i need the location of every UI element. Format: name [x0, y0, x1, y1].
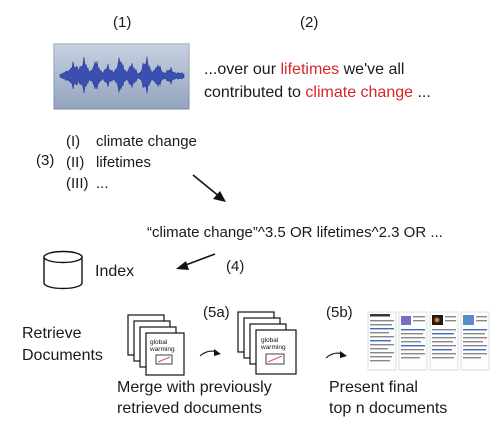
transcript-text: ...over our: [204, 61, 281, 78]
present-label-line2: top n documents: [329, 400, 448, 417]
doc-thumbnail: [429, 311, 459, 371]
transcript-text: contributed to: [204, 84, 306, 101]
keyphrase-item: (I) climate change: [66, 131, 197, 153]
doc-thumbnail: [367, 311, 397, 371]
step-1-label: (1): [113, 14, 132, 31]
doc-card-line2: warming: [149, 346, 175, 353]
transcript-line-2: contributed to climate change ...: [204, 82, 431, 104]
keyword-lifetimes: lifetimes: [280, 61, 340, 78]
merged-docs-stack: global warming: [237, 311, 297, 375]
doc-thumbnail: [398, 311, 428, 371]
audio-waveform: [53, 43, 190, 110]
present-label-line1: Present final: [329, 379, 418, 396]
doc-card-line1: global: [150, 339, 168, 346]
step-5b-label: (5b): [326, 304, 353, 321]
keyphrase-item: (III)...: [66, 173, 109, 195]
keyword-climate-change: climate change: [305, 84, 414, 101]
doc-card-line2: warming: [260, 344, 286, 351]
doc-thumbnail: [460, 311, 490, 371]
final-documents-thumbnails: [367, 311, 490, 371]
keyphrase-item: (II) lifetimes: [66, 152, 151, 174]
keyphrase-number: (III): [66, 175, 89, 192]
step-2-label: (2): [300, 14, 319, 31]
doc-card-line1: global: [261, 337, 279, 344]
index-cylinder-icon: [43, 250, 83, 290]
keyphrase-text: lifetimes: [96, 154, 152, 171]
transcript-text: we've all: [339, 61, 405, 78]
keyphrase-text: climate change: [96, 133, 197, 150]
transcript-text: ...: [413, 84, 431, 101]
keyphrase-text: ...: [96, 175, 109, 192]
retrieved-docs-stack: global warming: [127, 314, 185, 376]
step-4-label: (4): [226, 258, 245, 275]
search-query: “climate change”^3.5 OR lifetimes^2.3 OR…: [147, 224, 443, 241]
retrieve-label-line1: Retrieve: [22, 325, 82, 342]
arrow-to-merge: [199, 349, 221, 357]
step-5a-label: (5a): [203, 304, 230, 321]
keyphrase-number: (I): [66, 133, 81, 150]
index-label: Index: [95, 263, 135, 280]
arrow-to-present: [325, 351, 347, 359]
retrieve-label-line2: Documents: [22, 347, 103, 364]
step-3-label: (3): [36, 152, 55, 169]
keyphrase-number: (II): [66, 154, 85, 171]
transcript-line-1: ...over our lifetimes we've all: [204, 59, 404, 81]
arrow-to-query: [192, 174, 226, 202]
merge-label-line1: Merge with previously: [117, 379, 272, 396]
arrow-to-index: [176, 253, 216, 270]
merge-label-line2: retrieved documents: [117, 400, 262, 417]
